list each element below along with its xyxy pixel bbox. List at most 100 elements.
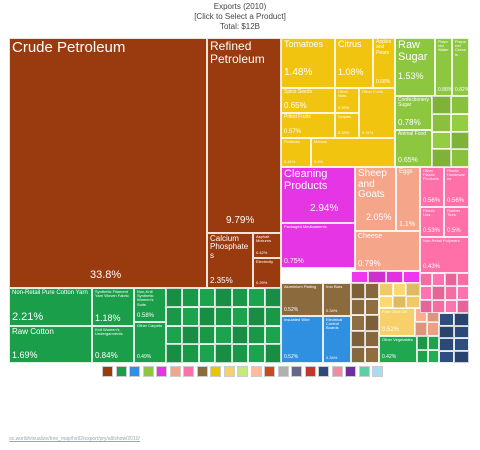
treemap-tile[interactable]: Rubber Tires 0.5% <box>444 207 469 237</box>
treemap-tile[interactable]: Citrus 1.08% <box>335 38 373 88</box>
treemap-minor-tile[interactable] <box>368 271 386 283</box>
treemap-minor-tile[interactable] <box>444 299 457 313</box>
treemap-minor-tile[interactable] <box>439 350 454 363</box>
treemap-minor-tile[interactable] <box>248 325 265 345</box>
treemap-minor-tile[interactable] <box>456 299 469 313</box>
treemap-tile[interactable]: Crude Petroleum 33.8% <box>9 38 207 288</box>
treemap-minor-tile[interactable] <box>428 336 439 350</box>
treemap-minor-tile[interactable] <box>432 286 445 300</box>
legend-swatch[interactable] <box>250 366 262 377</box>
treemap-minor-tile[interactable] <box>454 350 469 363</box>
treemap-tile[interactable]: Non-Knit Synthetic Women's Suits 0.58% <box>134 288 166 322</box>
treemap-minor-tile[interactable] <box>432 273 445 287</box>
treemap-minor-tile[interactable] <box>450 131 469 150</box>
treemap-minor-tile[interactable] <box>439 338 454 351</box>
treemap-tile[interactable]: Electricity 0.29% <box>253 258 281 288</box>
legend-swatch[interactable] <box>142 366 154 377</box>
legend-swatch[interactable] <box>223 366 235 377</box>
treemap-minor-tile[interactable] <box>215 306 232 326</box>
treemap-tile[interactable]: Raw Sugar 1.53% <box>395 38 435 96</box>
treemap-minor-tile[interactable] <box>365 331 379 347</box>
treemap-minor-tile[interactable] <box>215 288 232 307</box>
treemap-minor-tile[interactable] <box>351 299 365 315</box>
legend-swatch[interactable] <box>264 366 275 377</box>
treemap-minor-tile[interactable] <box>248 344 265 363</box>
treemap-minor-tile[interactable] <box>365 283 379 299</box>
treemap-minor-tile[interactable] <box>432 131 451 150</box>
treemap-minor-tile[interactable] <box>454 338 469 351</box>
treemap-tile[interactable]: Raw Cotton 1.69% <box>9 326 92 363</box>
treemap-minor-tile[interactable] <box>351 315 365 331</box>
treemap-minor-tile[interactable] <box>264 344 281 363</box>
treemap-minor-tile[interactable] <box>454 313 469 326</box>
treemap-minor-tile[interactable] <box>351 331 365 347</box>
treemap-minor-tile[interactable] <box>402 271 420 283</box>
treemap-minor-tile[interactable] <box>432 96 451 114</box>
source-link[interactable]: oc.world/visualize/tree_map/hs92/export/… <box>9 436 140 442</box>
treemap-minor-tile[interactable] <box>248 306 265 326</box>
treemap-minor-tile[interactable] <box>432 113 451 132</box>
legend-swatch[interactable] <box>291 366 302 377</box>
treemap-tile[interactable]: Electrical Control Boards 0.34% <box>323 316 351 363</box>
treemap-minor-tile[interactable] <box>450 149 469 167</box>
treemap-minor-tile[interactable] <box>432 149 451 167</box>
treemap-tile[interactable]: Other Carpets 0.49% <box>134 322 166 363</box>
treemap-tile[interactable]: Other Plastic Products 0.56% <box>420 167 444 207</box>
treemap-minor-tile[interactable] <box>248 288 265 307</box>
treemap-minor-tile[interactable] <box>417 336 428 350</box>
treemap-minor-tile[interactable] <box>456 286 469 300</box>
treemap-minor-tile[interactable] <box>231 288 249 307</box>
treemap-tile[interactable]: Sheep and Goats 2.05% <box>355 167 396 231</box>
treemap-tile[interactable]: Apples and Pears 0.68% <box>373 38 395 88</box>
treemap-minor-tile[interactable] <box>215 344 232 363</box>
treemap-minor-tile[interactable] <box>215 325 232 345</box>
treemap-minor-tile[interactable] <box>351 271 369 283</box>
treemap-minor-tile[interactable] <box>264 306 281 326</box>
treemap-minor-tile[interactable] <box>439 325 454 338</box>
treemap-minor-tile[interactable] <box>456 273 469 287</box>
treemap-minor-tile[interactable] <box>166 306 183 326</box>
treemap-minor-tile[interactable] <box>264 325 281 345</box>
treemap-tile[interactable]: Aluminium Plating 0.52% <box>281 283 323 316</box>
treemap-tile[interactable]: Pure Olive Oil 0.52% <box>379 308 415 336</box>
treemap-tile[interactable]: Refined Petroleum 9.79% <box>207 38 281 233</box>
treemap-minor-tile[interactable] <box>231 325 249 345</box>
treemap-tile[interactable]: Synthetic Filament Yarn Woven Fabric 1.18… <box>92 288 134 326</box>
treemap-minor-tile[interactable] <box>450 96 469 114</box>
legend-swatch[interactable] <box>183 366 194 377</box>
treemap-minor-tile[interactable] <box>166 344 183 363</box>
treemap-tile[interactable]: Animal Food 0.65% <box>395 130 432 167</box>
treemap-minor-tile[interactable] <box>406 283 420 296</box>
treemap-minor-tile[interactable] <box>351 347 365 363</box>
legend-swatch[interactable] <box>115 366 127 377</box>
treemap-tile[interactable]: Knit Women's Undergarments 0.84% <box>92 326 134 363</box>
legend-swatch[interactable] <box>318 366 329 377</box>
legend-swatch[interactable] <box>304 366 316 377</box>
treemap-minor-tile[interactable] <box>420 286 433 300</box>
treemap-minor-tile[interactable] <box>351 283 365 299</box>
treemap-minor-tile[interactable] <box>444 286 457 300</box>
treemap-tile[interactable]: Tomatoes 1.48% <box>281 38 335 88</box>
treemap-minor-tile[interactable] <box>198 306 216 326</box>
treemap-tile[interactable]: Other Fruits 0.31% <box>359 88 395 138</box>
treemap-tile[interactable]: Prepared Cereals 0.82% <box>452 38 469 96</box>
treemap-tile[interactable]: Asphalt Mixtures 0.42% <box>253 233 281 258</box>
treemap-minor-tile[interactable] <box>182 288 199 307</box>
legend-swatch[interactable] <box>237 366 248 377</box>
treemap-minor-tile[interactable] <box>420 273 433 287</box>
treemap-tile[interactable]: Flavored Water 0.88% <box>435 38 452 96</box>
treemap-minor-tile[interactable] <box>379 283 393 296</box>
legend-swatch[interactable] <box>372 366 383 377</box>
treemap-minor-tile[interactable] <box>415 322 427 336</box>
treemap-minor-tile[interactable] <box>182 306 199 326</box>
treemap-tile[interactable]: Grapes 0.33% <box>335 113 359 138</box>
treemap-tile[interactable]: Other Vegetables 0.42% <box>379 336 417 363</box>
treemap-tile[interactable]: Plastic Housewares 0.56% <box>444 167 469 207</box>
treemap-minor-tile[interactable] <box>166 325 183 345</box>
treemap-minor-tile[interactable] <box>365 315 379 331</box>
treemap-minor-tile[interactable] <box>450 113 469 132</box>
treemap-tile[interactable]: Eggs 1.1% <box>396 167 420 231</box>
treemap-minor-tile[interactable] <box>427 322 439 336</box>
treemap-minor-tile[interactable] <box>198 344 216 363</box>
treemap-tile[interactable]: Pitted Fruits 0.57% <box>281 113 335 138</box>
